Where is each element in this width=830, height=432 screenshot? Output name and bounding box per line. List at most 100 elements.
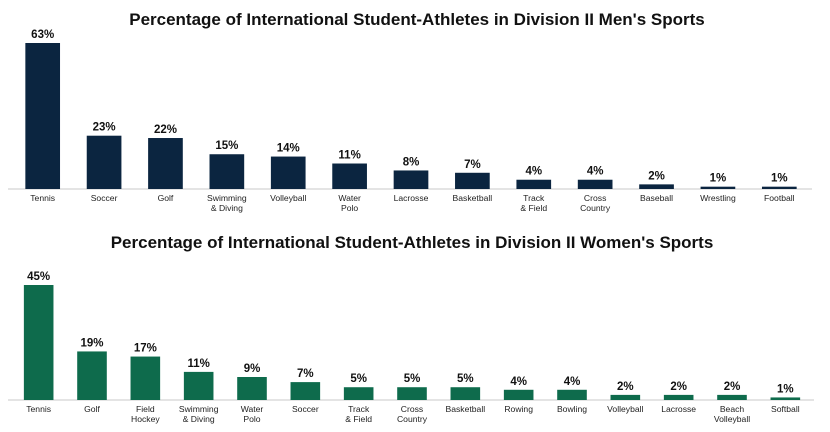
- category-label: Swimming & Diving: [179, 404, 219, 424]
- bar-value-label: 4%: [510, 376, 527, 388]
- bar-value-label: 17%: [134, 343, 157, 355]
- category-label-line: Soccer: [91, 193, 118, 203]
- men-chart-title: Percentage of International Student-Athl…: [129, 10, 705, 29]
- category-label: Track & Field: [345, 404, 372, 424]
- bar-value-label: 1%: [771, 173, 788, 185]
- bar-value-label: 2%: [724, 381, 741, 393]
- bar: [639, 184, 674, 189]
- category-label: Rowing: [504, 404, 533, 414]
- bar-value-label: 11%: [338, 150, 360, 162]
- bar-value-label: 4%: [564, 376, 581, 388]
- bar: [290, 382, 321, 400]
- category-label-line: Basketball: [453, 193, 493, 203]
- bar-value-label: 63%: [31, 29, 54, 41]
- category-label-line: & Field: [520, 203, 547, 213]
- women-chart-title: Percentage of International Student-Athl…: [111, 233, 714, 252]
- bar: [343, 387, 374, 400]
- category-label-line: & Diving: [211, 203, 243, 213]
- category-label: Tennis: [30, 193, 55, 203]
- category-label-line: Swimming: [207, 193, 247, 203]
- category-label: Water Polo: [241, 404, 264, 424]
- bar-value-label: 7%: [464, 159, 481, 171]
- bar-value-label: 1%: [777, 383, 794, 395]
- category-label-line: & Diving: [183, 414, 215, 424]
- category-label-line: Wrestling: [700, 193, 736, 203]
- category-label-line: Track: [348, 404, 370, 414]
- bar-value-label: 8%: [403, 156, 420, 168]
- category-label-line: Tennis: [26, 404, 51, 414]
- category-label: Cross Country: [397, 404, 428, 424]
- category-label-line: Polo: [243, 414, 260, 424]
- category-label: Cross Country: [580, 193, 611, 213]
- bar-value-label: 15%: [215, 140, 238, 152]
- category-label: Baseball: [640, 193, 673, 203]
- bar: [516, 179, 552, 189]
- category-label-line: Cross: [584, 193, 606, 203]
- category-label-line: Lacrosse: [394, 193, 429, 203]
- bar: [148, 138, 183, 189]
- category-label-line: Cross: [401, 404, 423, 414]
- bar: [270, 156, 306, 189]
- bar-value-label: 14%: [277, 143, 300, 155]
- bar: [23, 285, 54, 400]
- bar-value-label: 45%: [27, 271, 50, 283]
- category-label: Lacrosse: [661, 404, 696, 414]
- category-label: Swimming & Diving: [207, 193, 247, 213]
- category-label-line: Water: [241, 404, 264, 414]
- bar-value-label: 11%: [187, 358, 209, 370]
- bar: [503, 389, 534, 400]
- bar: [183, 371, 214, 400]
- bar: [86, 135, 122, 189]
- bar: [209, 154, 245, 189]
- category-label: Soccer: [91, 193, 118, 203]
- bar: [237, 377, 267, 400]
- category-label: Basketball: [446, 404, 486, 414]
- bar: [577, 179, 613, 189]
- category-label-line: Water: [338, 193, 361, 203]
- category-label: Track & Field: [520, 193, 547, 213]
- category-label: Volleyball: [270, 193, 306, 203]
- bar: [332, 163, 367, 189]
- bar-value-label: 4%: [525, 166, 542, 178]
- bar: [770, 397, 801, 400]
- category-label-line: Softball: [771, 404, 800, 414]
- category-label: Tennis: [26, 404, 51, 414]
- bar: [761, 186, 797, 189]
- category-label-line: Track: [523, 193, 545, 203]
- category-label-line: Rowing: [504, 404, 533, 414]
- bar-value-label: 22%: [154, 124, 177, 136]
- bar-value-label: 19%: [80, 337, 103, 349]
- bar-value-label: 5%: [457, 373, 474, 385]
- category-label-line: Tennis: [30, 193, 55, 203]
- category-label: Bowling: [557, 404, 587, 414]
- category-label-line: Volleyball: [714, 414, 750, 424]
- bar: [25, 43, 61, 189]
- category-label: Golf: [158, 193, 174, 203]
- bar-value-label: 23%: [93, 122, 116, 134]
- bar-value-label: 9%: [244, 363, 261, 375]
- category-label: Water Polo: [338, 193, 361, 213]
- bar-value-label: 4%: [587, 166, 604, 178]
- category-label: Wrestling: [700, 193, 736, 203]
- bar: [455, 172, 490, 189]
- category-label-line: & Field: [345, 414, 372, 424]
- bar: [393, 170, 429, 189]
- category-label-line: Golf: [84, 404, 100, 414]
- bar-value-label: 2%: [648, 170, 665, 182]
- category-label-line: Volleyball: [607, 404, 643, 414]
- category-label-line: Polo: [341, 203, 358, 213]
- category-label: Field Hockey: [131, 404, 160, 424]
- bar-value-label: 2%: [617, 381, 634, 393]
- category-label-line: Volleyball: [270, 193, 306, 203]
- bar-value-label: 2%: [670, 381, 687, 393]
- category-label-line: Bowling: [557, 404, 587, 414]
- bar: [450, 387, 481, 400]
- bar: [77, 351, 107, 400]
- bar: [663, 394, 694, 400]
- category-label-line: Field: [136, 404, 155, 414]
- category-label-line: Football: [764, 193, 795, 203]
- women-chart: 45% Tennis 19% Golf 17% Field Hockey 11% Swimmin…: [8, 271, 814, 424]
- category-label-line: Beach: [720, 404, 745, 414]
